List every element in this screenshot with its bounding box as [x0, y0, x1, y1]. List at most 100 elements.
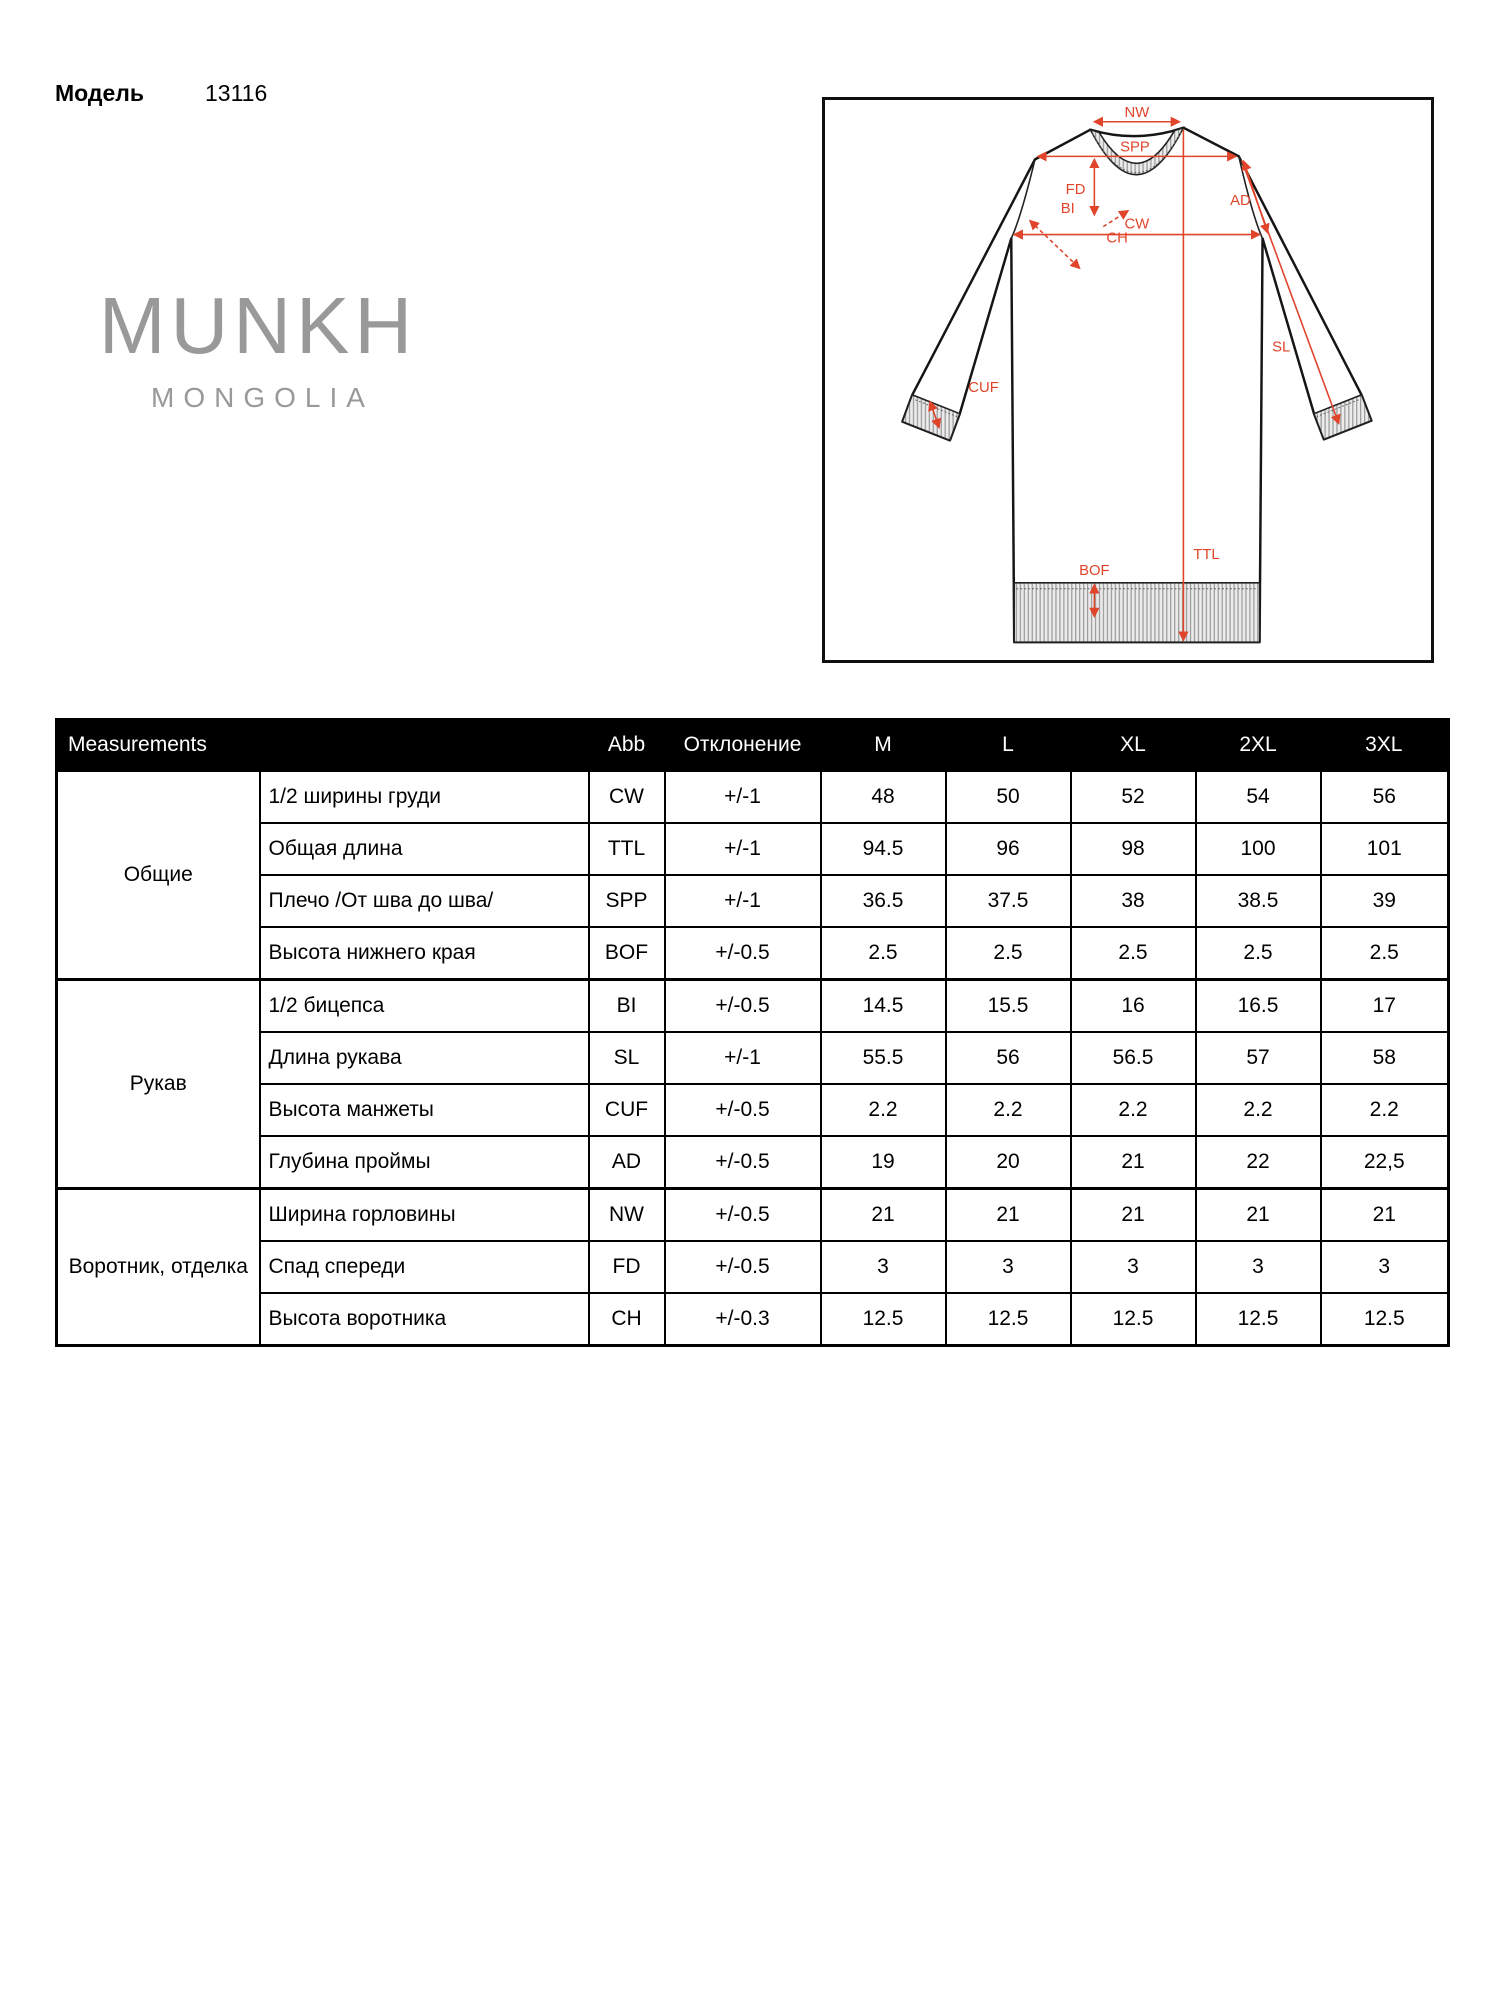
tolerance-cell: +/-1 — [663, 1031, 822, 1085]
tolerance-cell: +/-0.3 — [663, 1292, 822, 1347]
value-cell: 54 — [1194, 769, 1322, 824]
value-cell: 2.5 — [1319, 926, 1450, 981]
sl-measure: SL — [1241, 160, 1341, 425]
value-cell: 12.5 — [944, 1292, 1072, 1347]
tolerance-cell: +/-0.5 — [663, 1135, 822, 1190]
value-cell: 16.5 — [1194, 978, 1322, 1033]
value-cell: 15.5 — [944, 978, 1072, 1033]
size-col-header-2xl: 2XL — [1195, 719, 1321, 771]
size-col-header-3xl: 3XL — [1320, 719, 1449, 771]
value-cell: 38 — [1069, 874, 1197, 928]
value-cell: 57 — [1194, 1031, 1322, 1085]
value-cell: 2.5 — [944, 926, 1072, 981]
brand-subtitle: MONGOLIA — [151, 382, 374, 413]
tolerance-cell: +/-0.5 — [663, 1083, 822, 1137]
ttl-measure: TTL — [1178, 129, 1220, 642]
value-cell: 12.5 — [1069, 1292, 1197, 1347]
value-cell: 96 — [944, 822, 1072, 876]
abb-cell: CUF — [587, 1083, 666, 1137]
garment-drawing-svg: NW SPP FD CH BI AD — [901, 105, 1373, 644]
value-cell: 55.5 — [819, 1031, 947, 1085]
abb-cell: BI — [587, 978, 666, 1033]
measure-name-cell: Ширина горловины — [258, 1187, 590, 1242]
value-cell: 56 — [944, 1031, 1072, 1085]
nw-label: NW — [1125, 105, 1150, 121]
model-line: Модель 13116 — [55, 80, 267, 107]
abb-cell: SL — [587, 1031, 666, 1085]
value-cell: 3 — [1194, 1240, 1322, 1294]
cuf-measure: CUF — [928, 380, 999, 429]
measure-name-cell: Спад спереди — [258, 1240, 590, 1294]
value-cell: 50 — [944, 769, 1072, 824]
value-cell: 22,5 — [1319, 1135, 1450, 1190]
value-cell: 2.2 — [1194, 1083, 1322, 1137]
table-row: Глубина проймы AD +/-0.5 19 20 21 22 22,… — [57, 1135, 1450, 1190]
value-cell: 100 — [1194, 822, 1322, 876]
abb-cell: NW — [587, 1187, 666, 1242]
measure-name-cell: Плечо /От шва до шва/ — [258, 874, 590, 928]
brand-block: MUNKH MONGOLIA — [88, 286, 428, 414]
tolerance-cell: +/-0.5 — [663, 1187, 822, 1242]
measure-name-cell: Общая длина — [258, 822, 590, 876]
table-header-row: Measurements Abb Отклонение M L XL 2XL 3… — [56, 719, 1449, 771]
ad-label: AD — [1230, 193, 1251, 209]
table-row: Плечо /От шва до шва/ SPP +/-1 36.5 37.5… — [57, 874, 1450, 928]
value-cell: 12.5 — [1319, 1292, 1450, 1347]
spp-label: SPP — [1120, 139, 1150, 155]
measure-name-cell: Высота воротника — [258, 1292, 590, 1347]
value-cell: 21 — [944, 1187, 1072, 1242]
group-cell-obschie: Общие — [55, 769, 261, 981]
value-cell: 2.2 — [1069, 1083, 1197, 1137]
value-cell: 3 — [944, 1240, 1072, 1294]
ttl-label: TTL — [1193, 547, 1219, 563]
cw-label: CW — [1125, 217, 1150, 233]
value-cell: 21 — [819, 1187, 947, 1242]
value-cell: 21 — [1069, 1135, 1197, 1190]
spp-measure: SPP — [1036, 139, 1238, 162]
table-row: Общая длина TTL +/-1 94.5 96 98 100 101 — [57, 822, 1450, 876]
tolerance-cell: +/-0.5 — [663, 926, 822, 981]
size-col-header-xl: XL — [1070, 719, 1196, 771]
value-cell: 3 — [819, 1240, 947, 1294]
table-row: Общие 1/2 ширины груди CW +/-1 48 50 52 … — [55, 769, 1450, 981]
value-cell: 12.5 — [1194, 1292, 1322, 1347]
garment-diagram: NW SPP FD CH BI AD — [822, 97, 1434, 663]
value-cell: 98 — [1069, 822, 1197, 876]
measure-name-cell: 1/2 бицепса — [258, 978, 590, 1033]
cuf-label: CUF — [968, 380, 998, 396]
value-cell: 56.5 — [1069, 1031, 1197, 1085]
table-row: Рукав 1/2 бицепса BI +/-0.5 14.5 15.5 16… — [55, 978, 1450, 1190]
header-tolerance: Отклонение — [664, 719, 821, 771]
ch-label: CH — [1106, 230, 1127, 246]
abb-cell: AD — [587, 1135, 666, 1190]
value-cell: 37.5 — [944, 874, 1072, 928]
value-cell: 2.5 — [1069, 926, 1197, 981]
measure-name-cell: Длина рукава — [258, 1031, 590, 1085]
header-measurements: Measurements — [56, 719, 589, 771]
value-cell: 3 — [1319, 1240, 1450, 1294]
cw-measure: CW — [1012, 217, 1262, 240]
measure-name-cell: Высота нижнего края — [258, 926, 590, 981]
table-row: Высота воротника CH +/-0.3 12.5 12.5 12.… — [57, 1292, 1450, 1347]
value-cell: 12.5 — [819, 1292, 947, 1347]
size-col-header-l: L — [945, 719, 1071, 771]
abb-cell: SPP — [587, 874, 666, 928]
table-row: Спад спереди FD +/-0.5 3 3 3 3 3 — [57, 1240, 1450, 1294]
right-cuff-band — [1312, 393, 1373, 441]
value-cell: 48 — [819, 769, 947, 824]
value-cell: 58 — [1319, 1031, 1450, 1085]
abb-cell: CH — [587, 1292, 666, 1347]
value-cell: 20 — [944, 1135, 1072, 1190]
value-cell: 94.5 — [819, 822, 947, 876]
value-cell: 22 — [1194, 1135, 1322, 1190]
sl-label: SL — [1272, 339, 1290, 355]
measure-name-cell: Высота манжеты — [258, 1083, 590, 1137]
tolerance-cell: +/-1 — [663, 874, 822, 928]
measurement-annotations: NW SPP FD CH BI AD — [928, 105, 1341, 642]
table-row: Высота манжеты CUF +/-0.5 2.2 2.2 2.2 2.… — [57, 1083, 1450, 1137]
bi-measure: BI — [1028, 201, 1081, 270]
value-cell: 2.5 — [1194, 926, 1322, 981]
bof-label: BOF — [1079, 563, 1109, 579]
header-abb: Abb — [588, 719, 665, 771]
tolerance-cell: +/-1 — [663, 769, 822, 824]
